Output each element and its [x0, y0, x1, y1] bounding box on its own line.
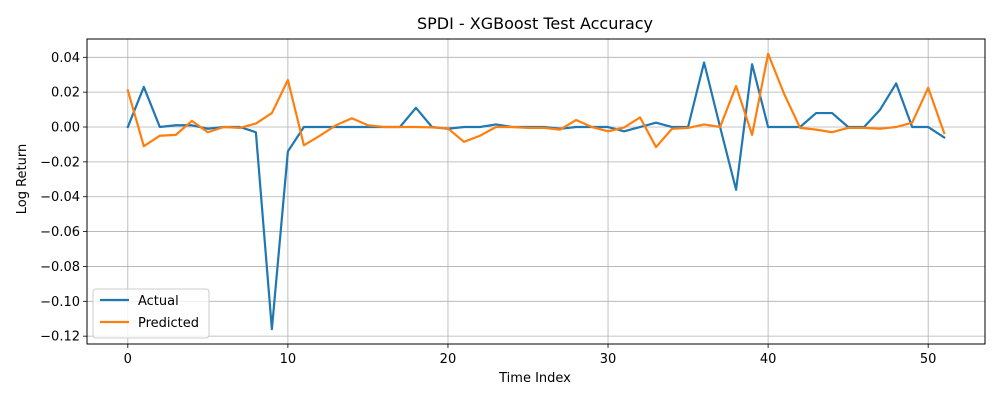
legend-label-predicted: Predicted — [138, 316, 199, 331]
x-tick-label: 30 — [600, 352, 617, 367]
y-tick-label: −0.04 — [40, 190, 80, 205]
y-tick-label: −0.12 — [40, 330, 80, 345]
legend-label-actual: Actual — [138, 294, 179, 309]
x-tick-label: 10 — [280, 352, 297, 367]
x-tick-label: 50 — [920, 352, 937, 367]
y-tick-label: −0.06 — [40, 225, 80, 240]
y-tick-label: 0.04 — [51, 51, 80, 66]
y-tick-label: 0.00 — [51, 121, 80, 136]
y-axis-ticks: −0.12 −0.10 −0.08 −0.06 −0.04 −0.02 0.00 0.02 0.… — [40, 51, 87, 345]
x-tick-label: 0 — [124, 352, 132, 367]
chart-title: SPDI - XGBoost Test Accuracy — [417, 14, 653, 33]
y-tick-label: 0.02 — [51, 86, 80, 101]
series-lines — [126, 52, 946, 331]
y-tick-label: −0.10 — [40, 295, 80, 310]
x-axis-ticks: 0 10 20 30 40 50 — [124, 344, 937, 367]
y-axis-label: Log Return — [15, 144, 30, 215]
x-axis-label: Time Index — [498, 371, 571, 386]
legend: Actual Predicted — [92, 288, 210, 339]
y-tick-label: −0.08 — [40, 260, 80, 275]
y-tick-label: −0.02 — [40, 155, 80, 170]
legend-box — [92, 288, 210, 339]
x-tick-label: 20 — [440, 352, 457, 367]
x-tick-label: 40 — [760, 352, 777, 367]
series-line-predicted — [126, 52, 946, 149]
plot-area — [86, 38, 986, 345]
